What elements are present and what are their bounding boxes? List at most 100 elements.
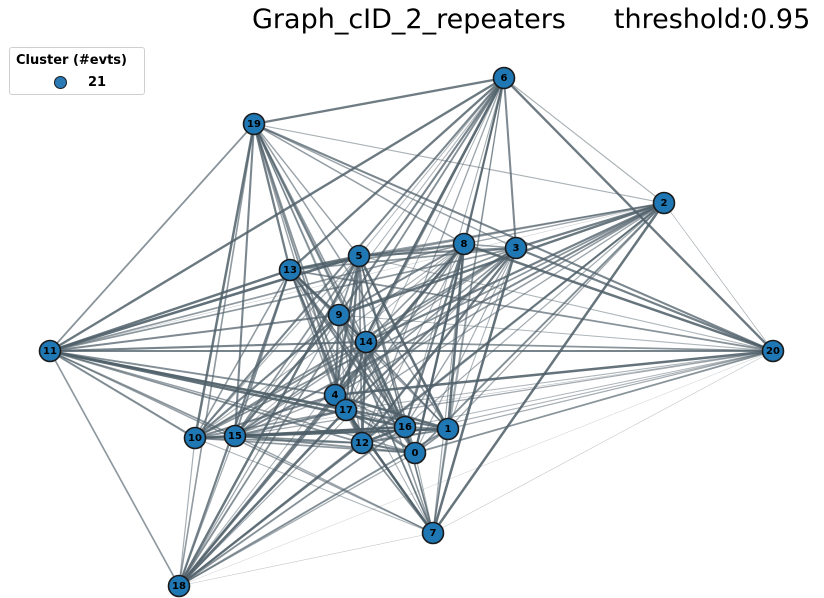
edge-9-18 [178,314,340,587]
node-label: 2 [661,198,668,209]
edge-12-18 [177,441,364,588]
edge-10-17 [194,409,347,439]
edge-7-13 [289,269,434,534]
edge-11-19 [49,123,255,352]
edge-0-2 [414,202,665,454]
node-6: 6 [492,66,516,90]
node-label: 3 [513,243,520,254]
node-label: 15 [228,431,242,442]
node-marker [393,415,417,439]
node-5: 5 [347,244,371,268]
edge-4-20 [333,349,775,397]
node-label: 1 [445,424,452,435]
node-3: 3 [504,236,528,260]
legend-count: 21 [88,75,107,90]
edge-15-16 [233,425,407,438]
edge-8-14 [365,243,465,343]
edge-0-20 [414,350,774,454]
node-label: 7 [430,528,437,539]
node-17: 17 [334,398,358,422]
node-1: 1 [436,417,460,441]
node-marker [167,574,191,598]
edge-18-20 [178,350,774,587]
edge-14-15 [234,341,367,437]
legend: Cluster (#evts) 21 [9,47,145,95]
edge-15-17 [233,408,348,438]
edge-14-17 [344,340,368,412]
node-label: 14 [359,337,373,348]
node-18: 18 [167,574,191,598]
edge-15-19 [233,122,256,438]
edge-2-6 [503,77,665,204]
legend-marker [54,76,67,89]
edge-7-18 [178,532,434,587]
edge-10-14 [194,341,367,439]
node-19: 19 [242,112,266,136]
node-marker [652,191,676,215]
edge-1-18 [178,428,449,587]
node-label: 5 [356,251,363,262]
node-marker [504,236,528,260]
node-label: 19 [247,119,261,130]
edge-5-11 [48,254,361,353]
node-7: 7 [421,521,445,545]
node-label: 0 [412,448,419,459]
edge-16-19 [253,123,406,428]
edge-6-8 [462,76,506,246]
node-14: 14 [354,330,378,354]
node-label: 17 [339,405,353,416]
edge-9-12 [338,314,363,444]
node-16: 16 [393,415,417,439]
edge-5-15 [234,255,360,437]
edge-12-14 [360,340,368,445]
edge-14-18 [178,341,367,587]
edge-3-20 [514,246,775,353]
edge-7-14 [365,341,434,534]
edge-3-5 [357,246,518,258]
edge-2-8 [463,202,665,245]
edge-8-19 [253,123,465,245]
edge-9-10 [193,313,341,440]
edge-1-19 [253,123,449,430]
edge-1-2 [447,202,665,430]
graph-name: Graph_cID_2_repeaters [252,4,566,35]
edge-8-13 [289,243,465,271]
edge-13-19 [252,122,292,272]
edge-6-14 [365,77,505,343]
edge-0-15 [234,435,416,454]
node-marker [452,232,476,256]
edge-15-18 [178,435,236,587]
edge-13-14 [288,268,368,344]
edge-2-20 [663,202,774,352]
edge-12-20 [361,350,774,444]
node-marker [761,339,785,363]
edge-7-20 [432,350,774,534]
node-marker [323,383,347,407]
node-marker [278,258,302,282]
legend-title: Cluster (#evts) [16,53,127,68]
node-marker [421,521,445,545]
node-label: 18 [172,581,186,592]
node-label: 9 [336,310,343,321]
node-label: 16 [398,422,412,433]
edge-16-20 [404,350,774,428]
edge-5-19 [253,123,360,257]
edge-11-17 [48,349,348,412]
node-marker [436,417,460,441]
edge-9-11 [48,313,341,353]
edge-16-18 [178,426,406,587]
edge-6-19 [252,76,506,126]
node-marker [334,398,358,422]
node-marker [183,426,207,450]
node-label: 8 [461,239,468,250]
edge-2-14 [364,201,666,344]
edge-17-18 [177,408,348,588]
node-4: 4 [323,383,347,407]
edge-7-8 [432,243,465,534]
edges [48,76,775,588]
node-marker [492,66,516,90]
edge-1-8 [446,242,466,431]
node-marker [350,431,374,455]
edge-6-20 [502,76,775,353]
